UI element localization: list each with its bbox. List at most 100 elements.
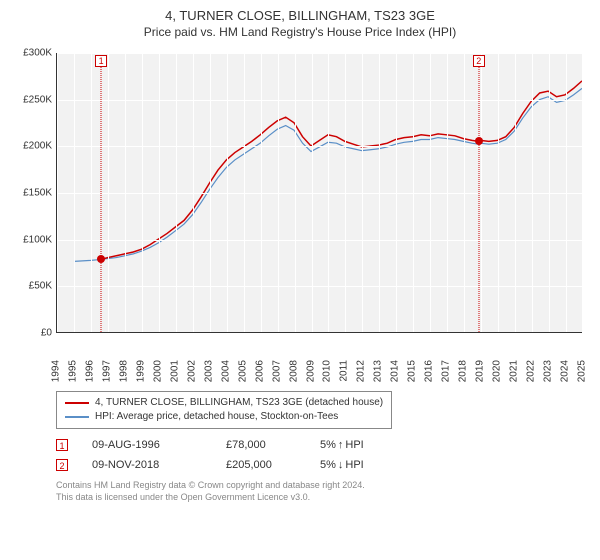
x-axis-label: 2016 [424,360,435,382]
sale-delta: 5% ↑ HPI [320,439,364,451]
chart-container: 4, TURNER CLOSE, BILLINGHAM, TS23 3GE Pr… [0,0,600,560]
sale-delta-pct: 5% [320,459,336,471]
x-axis-label: 2012 [356,360,367,382]
x-gridline [413,53,414,332]
y-axis-label: £0 [12,328,52,339]
footer-line-1: Contains HM Land Registry data © Crown c… [56,479,588,491]
sale-marker-dot [97,255,105,263]
x-axis-label: 1996 [84,360,95,382]
y-axis-label: £50K [12,281,52,292]
x-gridline [430,53,431,332]
sale-delta-label: HPI [345,459,363,471]
x-axis-label: 2021 [509,360,520,382]
x-gridline [379,53,380,332]
x-axis-label: 2005 [237,360,248,382]
x-axis-label: 2000 [152,360,163,382]
x-axis-label: 2003 [203,360,214,382]
x-gridline [261,53,262,332]
x-gridline [244,53,245,332]
x-gridline [464,53,465,332]
x-axis-label: 2013 [373,360,384,382]
sales-table: 1 09-AUG-1996 £78,000 5% ↑ HPI 2 09-NOV-2018 £… [56,439,588,471]
legend-item: HPI: Average price, detached house, Stoc… [65,410,383,424]
x-axis-label: 2017 [441,360,452,382]
x-gridline [278,53,279,332]
sale-index-badge: 1 [56,439,68,451]
y-axis-label: £250K [12,94,52,105]
x-axis-label: 2020 [492,360,503,382]
x-axis-label: 2008 [288,360,299,382]
legend-label: HPI: Average price, detached house, Stoc… [95,410,338,424]
sale-index-badge: 2 [56,459,68,471]
x-gridline [108,53,109,332]
y-axis-label: £150K [12,188,52,199]
x-axis-label: 2001 [169,360,180,382]
sale-delta-pct: 5% [320,439,336,451]
legend-swatch [65,416,89,418]
y-gridline [57,333,582,334]
x-axis-label: 1998 [118,360,129,382]
x-gridline [396,53,397,332]
x-gridline [142,53,143,332]
x-axis-label: 2018 [458,360,469,382]
sale-delta: 5% ↓ HPI [320,459,364,471]
x-gridline [193,53,194,332]
sale-marker-line [478,67,479,332]
x-axis-label: 1995 [67,360,78,382]
x-gridline [210,53,211,332]
x-gridline [176,53,177,332]
series-line-property [101,81,582,260]
sale-marker-badge: 2 [473,55,485,67]
x-gridline [295,53,296,332]
arrow-up-icon: ↑ [338,439,344,451]
legend-item: 4, TURNER CLOSE, BILLINGHAM, TS23 3GE (d… [65,396,383,410]
footer-line-2: This data is licensed under the Open Gov… [56,491,588,503]
x-gridline [159,53,160,332]
y-gridline [57,146,582,147]
x-axis-label: 2019 [475,360,486,382]
x-axis-label: 2011 [339,360,350,382]
legend-label: 4, TURNER CLOSE, BILLINGHAM, TS23 3GE (d… [95,396,383,410]
sale-date: 09-NOV-2018 [92,459,202,471]
x-axis-label: 2006 [254,360,265,382]
chart-subtitle: Price paid vs. HM Land Registry's House … [12,25,588,39]
sale-marker-badge: 1 [95,55,107,67]
x-gridline [362,53,363,332]
x-axis-label: 2015 [407,360,418,382]
sale-marker-dot [475,137,483,145]
x-axis-label: 2024 [560,360,571,382]
sale-date: 09-AUG-1996 [92,439,202,451]
x-gridline [481,53,482,332]
y-gridline [57,53,582,54]
x-axis-label: 1999 [135,360,146,382]
x-gridline [227,53,228,332]
x-gridline [91,53,92,332]
y-axis-label: £200K [12,141,52,152]
x-gridline [57,53,58,332]
arrow-down-icon: ↓ [338,459,344,471]
sale-delta-label: HPI [345,439,363,451]
x-gridline [498,53,499,332]
y-axis-label: £100K [12,234,52,245]
x-gridline [345,53,346,332]
y-gridline [57,100,582,101]
x-gridline [532,53,533,332]
x-axis-label: 2025 [577,360,588,382]
x-axis-label: 1997 [101,360,112,382]
x-axis-label: 2004 [220,360,231,382]
x-gridline [312,53,313,332]
x-gridline [447,53,448,332]
y-gridline [57,240,582,241]
sale-price: £205,000 [226,459,296,471]
x-axis-label: 2009 [305,360,316,382]
plot-area: 12 [56,53,582,333]
y-axis-label: £300K [12,48,52,59]
x-gridline [74,53,75,332]
y-gridline [57,193,582,194]
x-axis-label: 2023 [543,360,554,382]
sale-row: 2 09-NOV-2018 £205,000 5% ↓ HPI [56,459,588,471]
sale-marker-line [101,67,102,332]
x-axis-label: 2010 [322,360,333,382]
chart-area: 12 £0£50K£100K£150K£200K£250K£300K199419… [12,47,588,387]
sale-price: £78,000 [226,439,296,451]
